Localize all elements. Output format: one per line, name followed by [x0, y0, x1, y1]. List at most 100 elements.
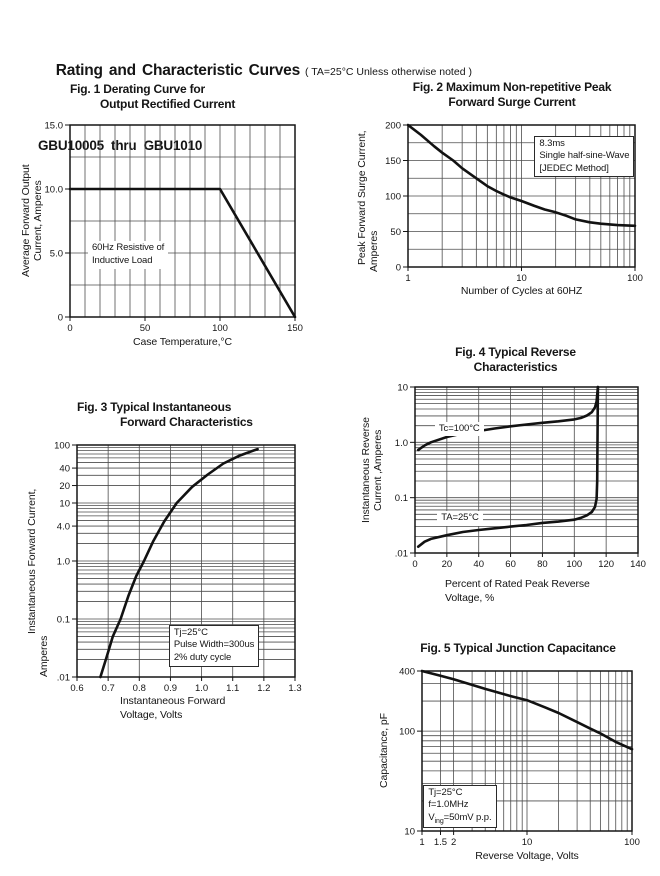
fig4-title: Fig. 4 Typical Reverse Characteristics	[428, 345, 603, 375]
fig2-chart: 1 10 100 0 50 100 150 200 8.3ms Single half-sine-…	[370, 112, 655, 297]
svg-text:100: 100	[627, 273, 643, 284]
svg-text:2: 2	[451, 837, 456, 848]
fig1-plot-svg: 0 50 100 150 0 5.0 10.0 15.0	[45, 121, 303, 335]
fig3-annotation-0: Tj=25°C Pulse Width=300us 2% duty cycle	[168, 624, 260, 667]
svg-text:40: 40	[473, 559, 484, 570]
fig3-x-axis-label-line2: Voltage, Volts	[120, 708, 183, 721]
svg-text:1.0: 1.0	[57, 557, 70, 568]
svg-text:1: 1	[405, 273, 410, 284]
svg-text:.01: .01	[395, 549, 408, 560]
fig4-plot-svg: 0 20 40 60 80 100 120 140 .01 0.1 1.0 10	[395, 383, 646, 571]
svg-text:100: 100	[385, 192, 401, 203]
fig1-chart: 0 50 100 150 0 5.0 10.0 15.0 60Hz Resistive of In…	[25, 112, 315, 352]
fig5-title: Fig. 5 Typical Junction Capacitance	[388, 641, 648, 656]
fig1-series-derating	[68, 187, 297, 319]
svg-text:150: 150	[287, 323, 303, 334]
fig2-plot-svg: 1 10 100 0 50 100 150 200	[385, 121, 643, 285]
fig4-title-line2: Characteristics	[473, 360, 558, 374]
svg-text:0: 0	[67, 323, 72, 334]
fig3-title-line1: Fig. 3 Typical Instantaneous	[77, 400, 232, 414]
svg-text:20: 20	[59, 481, 70, 492]
fig1-title: Fig. 1 Derating Curve for Output Rectifi…	[70, 82, 235, 112]
fig3-x-axis-label-line1: Instantaneous Forward	[120, 695, 226, 707]
svg-text:100: 100	[566, 559, 582, 570]
fig1-title-line2: Output Rectified Current	[100, 97, 236, 111]
fig4-annotation-0: Tc=100°C	[434, 421, 484, 437]
svg-text:4.0: 4.0	[57, 522, 70, 533]
svg-text:100: 100	[399, 727, 415, 738]
fig2-title-line2: Forward Surge Current	[448, 95, 576, 109]
fig5-x-axis-label: Reverse Voltage, Volts	[422, 850, 632, 864]
fig4-title-line1: Fig. 4 Typical Reverse	[455, 345, 576, 359]
svg-text:1.0: 1.0	[395, 438, 408, 449]
fig2-y-axis-label-line1: Peak Forward Surge Current,	[356, 130, 368, 266]
fig5-series-capacitance	[420, 669, 634, 751]
svg-text:1.0: 1.0	[195, 683, 208, 694]
fig1-title-line1: Fig. 1 Derating Curve for	[70, 82, 206, 96]
svg-text:0: 0	[396, 263, 401, 274]
svg-text:1.3: 1.3	[288, 683, 301, 694]
fig5-title-line1: Fig. 5 Typical Junction Capacitance	[420, 641, 616, 655]
svg-text:0.9: 0.9	[164, 683, 177, 694]
fig4-series-Tc=100°C	[416, 385, 600, 452]
fig2-x-axis-label-line1: Number of Cycles at 60HZ	[460, 285, 583, 297]
fig4-series-TA=25°C	[416, 385, 600, 548]
svg-text:50: 50	[140, 323, 151, 334]
fig3-chart: 0.6 0.7 0.8 0.9 1.0 1.1 1.2 1.3 .01 0.1 1.0 4.0 10 20…	[35, 434, 315, 706]
page-title: Rating and Characteristic Curves	[55, 62, 301, 79]
svg-text:50: 50	[390, 227, 401, 238]
svg-text:0.7: 0.7	[102, 683, 115, 694]
page-header: Rating and Characteristic Curves ( TA=25°…	[38, 8, 472, 171]
svg-text:0: 0	[58, 313, 63, 324]
svg-text:5.0: 5.0	[50, 249, 63, 260]
page-title-condition: ( TA=25°C Unless otherwise noted )	[305, 66, 472, 78]
fig2-x-axis-label: Number of Cycles at 60HZ	[408, 285, 635, 299]
svg-text:200: 200	[385, 121, 401, 132]
svg-text:0: 0	[412, 559, 417, 570]
svg-text:100: 100	[212, 323, 228, 334]
page-title-row: Rating and Characteristic Curves ( TA=25°…	[38, 44, 472, 98]
fig4-x-axis-label: Percent of Rated Peak Reverse Voltage, %	[445, 578, 590, 605]
fig2-series-surge	[406, 123, 637, 228]
fig3-title: Fig. 3 Typical Instantaneous Forward Cha…	[77, 400, 253, 430]
svg-text:1.2: 1.2	[257, 683, 270, 694]
svg-text:80: 80	[537, 559, 548, 570]
svg-text:15.0: 15.0	[45, 121, 64, 132]
fig5-x-axis-label-line1: Reverse Voltage, Volts	[475, 850, 579, 862]
svg-text:400: 400	[399, 667, 415, 678]
svg-text:0.1: 0.1	[57, 615, 70, 626]
fig1-annotation-0: 60Hz Resistive of Inductive Load	[88, 241, 169, 269]
svg-text:0.6: 0.6	[70, 683, 83, 694]
svg-text:1.5: 1.5	[434, 837, 447, 848]
fig4-x-axis-label-line1: Percent of Rated Peak Reverse	[445, 578, 590, 590]
svg-text:0.8: 0.8	[133, 683, 146, 694]
fig4-y-axis-label-line1: Instantaneous Reverse	[360, 417, 372, 523]
svg-text:10.0: 10.0	[45, 185, 64, 196]
fig1-x-axis-label: Case Temperature,°C	[70, 336, 295, 350]
fig4-annotation-1: TA=25°C	[437, 511, 483, 526]
svg-text:20: 20	[442, 559, 453, 570]
fig2-annotation-0: 8.3ms Single half-sine-Wave [JEDEC Method]	[534, 135, 635, 178]
fig4-chart: 0 20 40 60 80 100 120 140 .01 0.1 1.0 10 Tc=100°C TA=…	[375, 380, 660, 580]
fig2-title: Fig. 2 Maximum Non-repetitive Peak Forwa…	[392, 80, 632, 110]
svg-text:1: 1	[419, 837, 424, 848]
fig3-x-axis-label: Instantaneous Forward Voltage, Volts	[120, 695, 225, 722]
fig3-plot-svg: 0.6 0.7 0.8 0.9 1.0 1.1 1.2 1.3 .01 0.1 1.0 4.0 10 20…	[54, 441, 301, 695]
svg-text:140: 140	[630, 559, 646, 570]
svg-text:.01: .01	[57, 673, 70, 684]
svg-text:100: 100	[54, 441, 70, 452]
fig1-x-axis-label-line1: Case Temperature,°C	[133, 336, 232, 348]
fig3-series-forward	[99, 447, 259, 679]
svg-text:10: 10	[404, 827, 415, 838]
fig5-chart: 1 1.5 2 10 100 10 100 400 Tj=25°C f=1.0MHz Ving=50…	[382, 664, 654, 859]
fig5-annotation-0: Tj=25°C f=1.0MHz Ving=50mV p.p.	[423, 784, 497, 828]
fig5-plot-svg: 1 1.5 2 10 100 10 100 400	[399, 667, 640, 849]
svg-text:0.1: 0.1	[395, 493, 408, 504]
svg-text:10: 10	[59, 499, 70, 510]
svg-text:120: 120	[598, 559, 614, 570]
fig2-title-line1: Fig. 2 Maximum Non-repetitive Peak	[412, 80, 612, 94]
svg-text:100: 100	[624, 837, 640, 848]
svg-text:10: 10	[516, 273, 527, 284]
svg-text:40: 40	[59, 464, 70, 475]
fig3-title-line2: Forward Characteristics	[120, 415, 253, 429]
